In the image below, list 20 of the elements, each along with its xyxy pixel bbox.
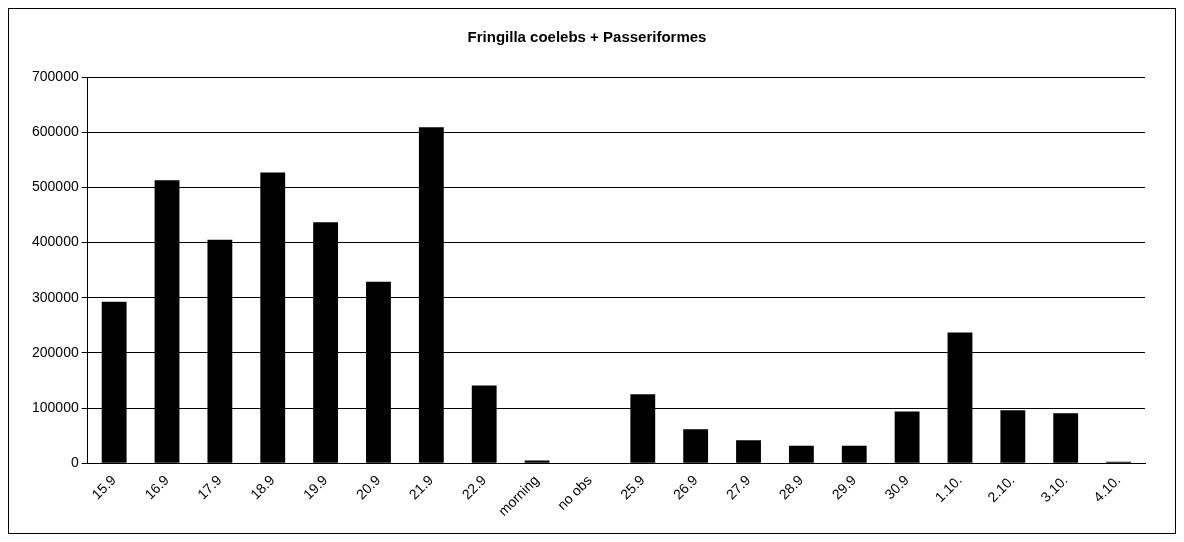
x-tick-label: 4.10. (1090, 471, 1124, 506)
y-tick-label: 100000 (32, 399, 79, 416)
y-tick-label: 200000 (32, 343, 79, 360)
y-tick-label: 500000 (32, 178, 79, 195)
x-tick-label: no obs (553, 471, 595, 513)
y-tick-label: 700000 (32, 67, 79, 84)
bar (841, 445, 867, 463)
y-tick-label: 600000 (32, 123, 79, 140)
bar (1053, 413, 1079, 463)
bar (683, 429, 709, 463)
bar (736, 440, 761, 463)
chart-title: Fringilla coelebs + Passeriformes (467, 28, 707, 46)
x-tick-label: 30.9 (881, 471, 913, 503)
y-tick-label: 300000 (32, 288, 79, 305)
x-tick-label: 17.9 (194, 471, 225, 503)
bar (894, 411, 920, 463)
bar (788, 445, 814, 463)
x-tick-label: 18.9 (247, 471, 278, 503)
y-tick-label: 400000 (32, 233, 79, 250)
y-tick-label: 0 (70, 454, 79, 471)
